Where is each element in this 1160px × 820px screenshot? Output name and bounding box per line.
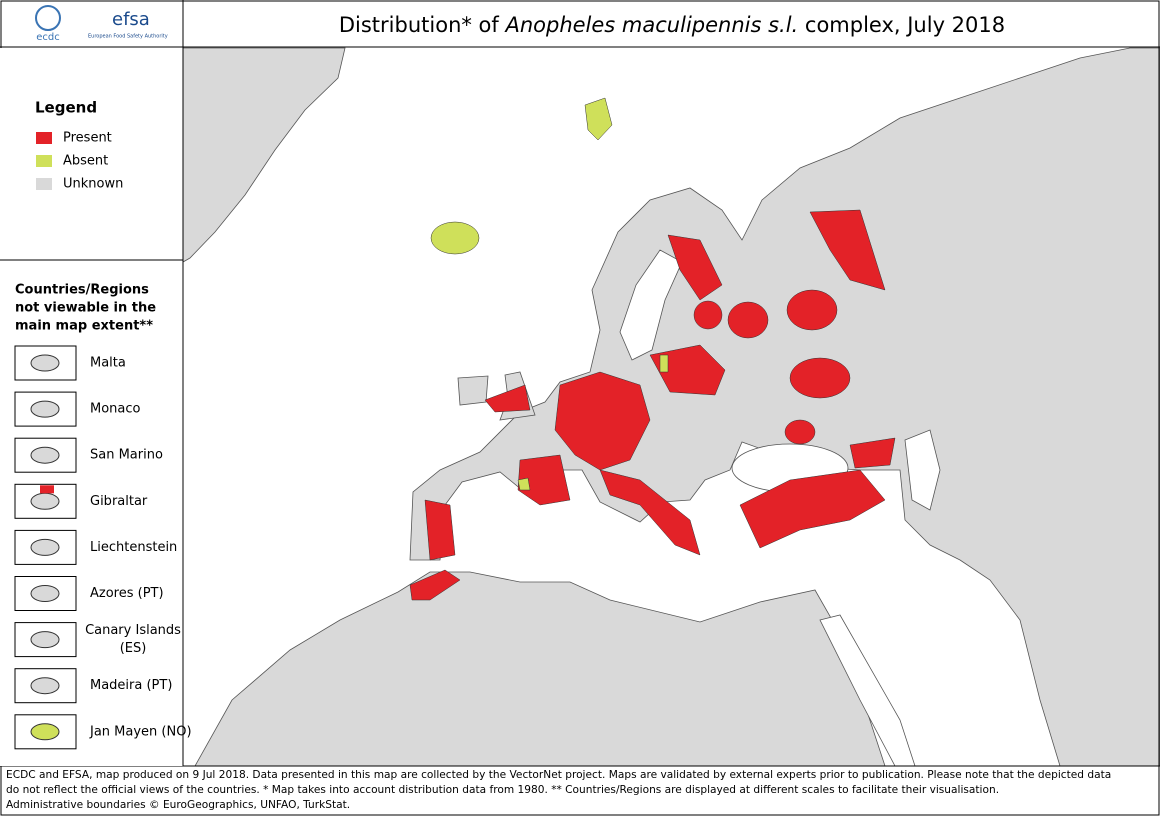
- svalbard: [584, 97, 613, 141]
- present-ukraine: [784, 419, 816, 445]
- inset-shape: [30, 492, 60, 510]
- present-russia-s: [789, 357, 851, 399]
- inset-label: Madeira (PT): [90, 678, 172, 693]
- inset-shape: [30, 446, 60, 464]
- inset-shape: [30, 677, 60, 695]
- map-title: Distribution* of Anopheles maculipennis …: [339, 13, 1005, 37]
- legend-label: Absent: [63, 154, 108, 169]
- present-uk: [484, 384, 531, 413]
- logo-efsa-sub: European Food Safety Authority: [88, 34, 168, 40]
- legend-swatch: [36, 155, 52, 167]
- caspian-sea: [904, 429, 941, 511]
- iceland: [430, 221, 480, 255]
- present-baltic: [693, 300, 723, 330]
- inset-label: Canary Islands: [85, 623, 181, 638]
- greenland: [182, 47, 346, 263]
- present-russia-n: [809, 209, 886, 291]
- present-belarus: [649, 344, 726, 396]
- inset-label: (ES): [120, 641, 147, 656]
- inset-box: [14, 668, 77, 704]
- insets-title: not viewable in the: [15, 301, 156, 316]
- logo-efsa: efsa: [112, 9, 150, 30]
- inset-shape: [30, 585, 60, 602]
- present-finland: [667, 234, 723, 301]
- insets: Countries/Regions not viewable in the main…: [14, 283, 192, 750]
- ireland: [457, 375, 489, 406]
- present-russia-c: [786, 289, 838, 331]
- ecdc-globe: [35, 5, 61, 31]
- present-turkey: [739, 469, 886, 549]
- inset-shape: [30, 354, 60, 372]
- logo-ecdc: ecdc: [36, 32, 60, 43]
- title-species: Anopheles maculipennis s.l.: [503, 13, 798, 37]
- footer-line: ECDC and EFSA, map produced on 9 Jul 201…: [6, 769, 1111, 781]
- present-italy-balkans: [599, 469, 701, 556]
- inset-shape: [30, 723, 60, 741]
- legend-title: Legend: [35, 99, 97, 117]
- inset-label: Azores (PT): [90, 586, 164, 601]
- baltic-sea: [619, 249, 683, 361]
- insets-title: main map extent**: [15, 319, 153, 334]
- inset-shape: [30, 631, 60, 649]
- inset-label: Malta: [90, 356, 126, 371]
- absent-switzerland: [517, 477, 531, 491]
- legend-label: Present: [63, 131, 112, 146]
- present-france: [517, 454, 571, 506]
- present-morocco: [409, 569, 461, 601]
- present-russia-w: [727, 301, 769, 339]
- title-end: complex, July 2018: [798, 13, 1005, 37]
- inset-shape: [30, 538, 60, 556]
- insets-title: Countries/Regions: [15, 283, 149, 298]
- map: [182, 47, 1160, 767]
- legend: Present Absent Unknown: [36, 131, 123, 192]
- legend-swatch: [36, 178, 52, 190]
- legend-swatch: [36, 132, 52, 144]
- footer: ECDC and EFSA, map produced on 9 Jul 201…: [6, 769, 1111, 811]
- inset-label: Liechtenstein: [90, 540, 177, 555]
- inset-label: Jan Mayen (NO): [89, 724, 192, 739]
- footer-line: Administrative boundaries © EuroGeograph…: [6, 799, 350, 811]
- present-central-europe: [554, 371, 651, 471]
- inset-label: Gibraltar: [90, 494, 148, 509]
- legend-label: Unknown: [63, 177, 123, 192]
- present-caucasus: [849, 437, 896, 469]
- inset-label: San Marino: [90, 448, 163, 463]
- absent-lithuania: [659, 354, 669, 373]
- footer-line: do not reflect the official views of the…: [6, 784, 999, 796]
- inset-present: [40, 485, 54, 494]
- inset-label: Monaco: [90, 402, 141, 417]
- inset-shape: [30, 400, 60, 418]
- present-iberia: [424, 499, 456, 561]
- inset-box: [14, 529, 77, 565]
- title-start: Distribution* of: [339, 13, 506, 37]
